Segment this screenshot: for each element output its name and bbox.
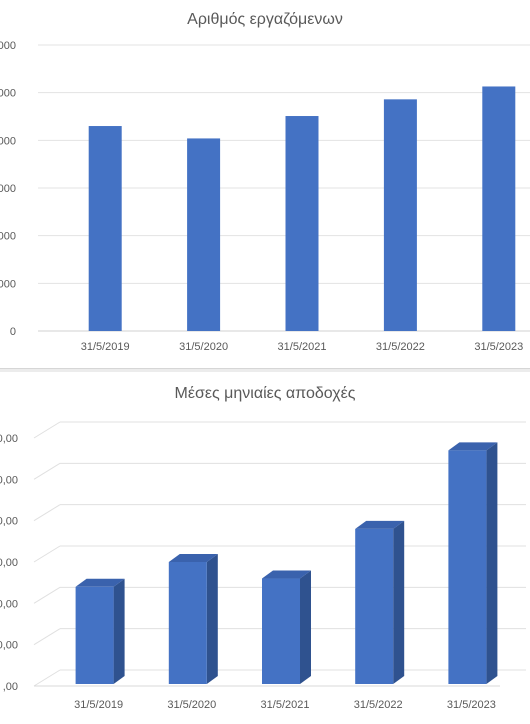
employees-chart-panel: Αριθμός εργαζόμενων 0 000 000 000 000 000 000 3…: [0, 11, 530, 353]
bar-side: [206, 554, 218, 684]
y-tick-label: 000: [0, 135, 16, 147]
gridline-depth: [33, 462, 61, 480]
bar-top: [448, 442, 498, 451]
chart-title: Αριθμός εργαζόμενων: [187, 11, 343, 28]
bar: [168, 562, 207, 684]
bar: [88, 126, 122, 332]
chart-title: Μέσες μηνιαίες αποδοχές: [174, 385, 356, 402]
y-tick-label: 000: [0, 88, 16, 100]
x-tick-label: 31/5/2020: [167, 699, 216, 711]
bar-side: [300, 570, 311, 684]
bar-top: [75, 578, 125, 587]
bar: [285, 116, 319, 331]
x-tick-label: 31/5/2021: [278, 341, 327, 353]
x-tick-label: 31/5/2023: [474, 341, 523, 353]
y-tick-label: 0,00: [0, 433, 18, 445]
x-tick-label: 31/5/2023: [447, 699, 496, 711]
y-tick-label: 0,00: [0, 640, 18, 652]
bar: [482, 86, 516, 331]
y-tick-label: 0,00: [0, 516, 18, 528]
bar: [383, 99, 417, 331]
gridline-depth: [33, 669, 61, 687]
bar-top: [168, 554, 218, 562]
bar: [75, 586, 114, 684]
bar-side: [393, 520, 405, 684]
x-tick-label: 31/5/2019: [81, 341, 130, 353]
x-tick-label: 31/5/2022: [376, 341, 425, 353]
y-tick-label: 000: [0, 40, 16, 52]
bar: [262, 578, 300, 684]
y-tick-label: 000: [0, 183, 16, 195]
salary-chart: ,00 0,00 0,00 0,00 0,00 0,00 0,00 31/5/2019 31/5…: [0, 421, 526, 711]
y-tick-label: 0,00: [0, 598, 18, 610]
gridline-depth: [33, 504, 61, 522]
y-tick-label: ,00: [3, 681, 18, 693]
x-tick-label: 31/5/2020: [179, 341, 228, 353]
y-tick-label: 0,00: [0, 557, 18, 569]
bar: [355, 528, 394, 684]
y-tick-label: 000: [0, 231, 16, 243]
bar-top: [262, 570, 311, 579]
x-tick-label: 31/5/2022: [354, 699, 403, 711]
gridline-depth: [33, 628, 61, 646]
y-tick-label: 0: [10, 326, 16, 338]
x-tick-label: 31/5/2021: [261, 699, 310, 711]
bar-side: [486, 442, 498, 684]
bar: [187, 138, 221, 331]
gridline-depth: [33, 586, 61, 604]
x-tick-label: 31/5/2019: [74, 699, 123, 711]
bar-side: [113, 578, 125, 684]
bar-top: [355, 520, 405, 529]
gridline-depth: [33, 421, 61, 439]
gridline-depth: [33, 545, 61, 563]
y-tick-label: 000: [0, 278, 16, 290]
bar: [448, 450, 487, 684]
y-tick-label: 0,00: [0, 474, 18, 486]
salary-chart-panel: Μέσες μηνιαίες αποδοχές ,00 0,00 0,00 0,00 0…: [0, 372, 530, 724]
